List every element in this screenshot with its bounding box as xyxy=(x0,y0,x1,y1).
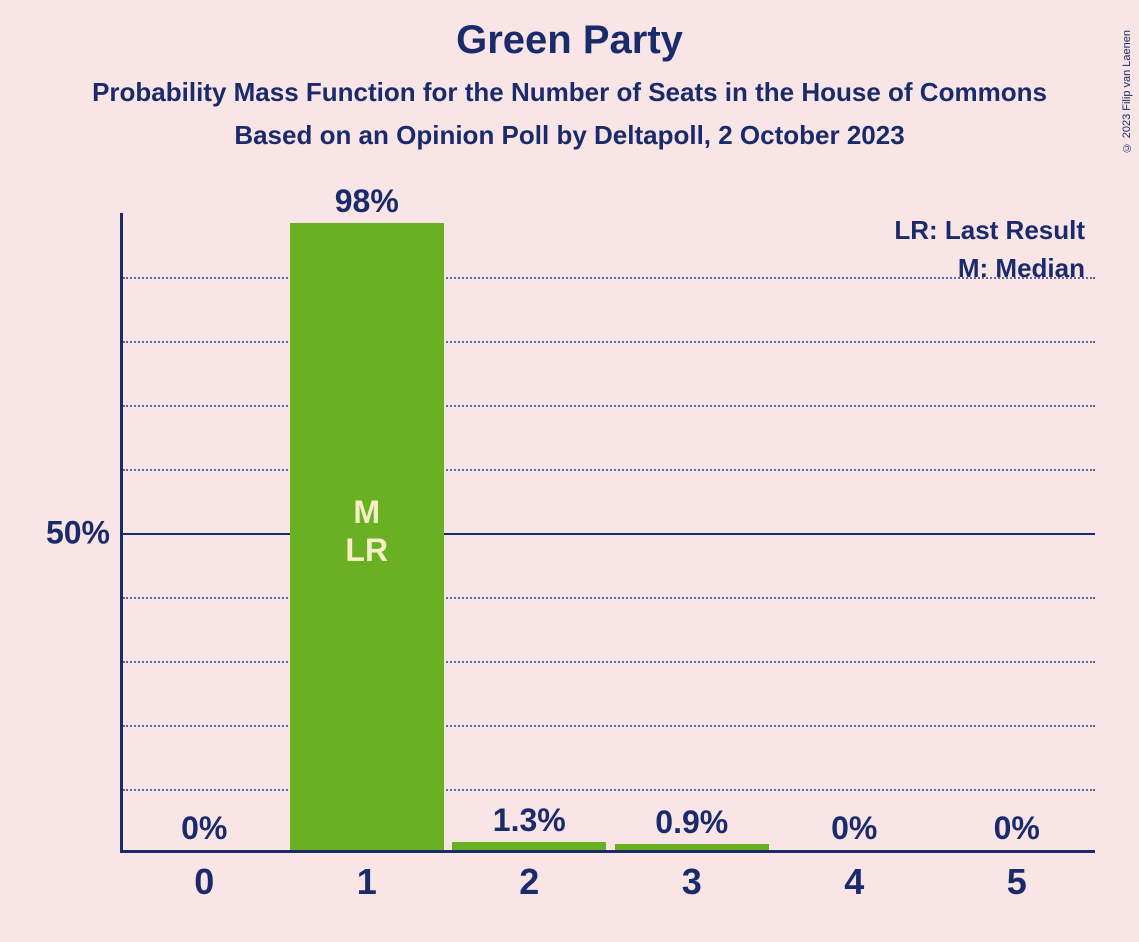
y-axis xyxy=(120,213,123,853)
x-tick-label: 3 xyxy=(682,861,702,903)
bar-value-label: 0.9% xyxy=(655,804,728,841)
chart-title: Green Party xyxy=(0,18,1139,63)
legend-lr: LR: Last Result xyxy=(894,215,1085,246)
bar-value-label: 98% xyxy=(335,183,399,220)
grid-minor xyxy=(123,597,1095,599)
chart-subtitle-1: Probability Mass Function for the Number… xyxy=(0,77,1139,108)
bar-value-label: 0% xyxy=(181,810,227,847)
chart-subtitle-2: Based on an Opinion Poll by Deltapoll, 2… xyxy=(0,120,1139,151)
copyright-text: © 2023 Filip van Laenen xyxy=(1121,30,1133,153)
grid-minor xyxy=(123,469,1095,471)
x-tick-label: 4 xyxy=(844,861,864,903)
grid-major-50 xyxy=(123,533,1095,535)
bar xyxy=(452,842,606,850)
y-tick-label-50: 50% xyxy=(46,515,110,552)
legend-m: M: Median xyxy=(958,253,1085,284)
grid-minor xyxy=(123,405,1095,407)
bar xyxy=(615,844,769,850)
grid-minor xyxy=(123,277,1095,279)
grid-minor xyxy=(123,725,1095,727)
x-axis xyxy=(120,850,1095,853)
x-tick-label: 0 xyxy=(194,861,214,903)
grid-minor xyxy=(123,661,1095,663)
grid-minor xyxy=(123,789,1095,791)
bar-value-label: 1.3% xyxy=(493,802,566,839)
bar: MLR xyxy=(290,223,444,850)
bar-value-label: 0% xyxy=(994,810,1040,847)
chart-plot-area: LR: Last Result M: Median 50% 0%MLR98%1.… xyxy=(120,213,1095,853)
grid-minor xyxy=(123,341,1095,343)
x-tick-label: 2 xyxy=(519,861,539,903)
x-tick-label: 1 xyxy=(357,861,377,903)
x-tick-label: 5 xyxy=(1007,861,1027,903)
bar-median-lr-label: MLR xyxy=(290,493,444,570)
bar-value-label: 0% xyxy=(831,810,877,847)
